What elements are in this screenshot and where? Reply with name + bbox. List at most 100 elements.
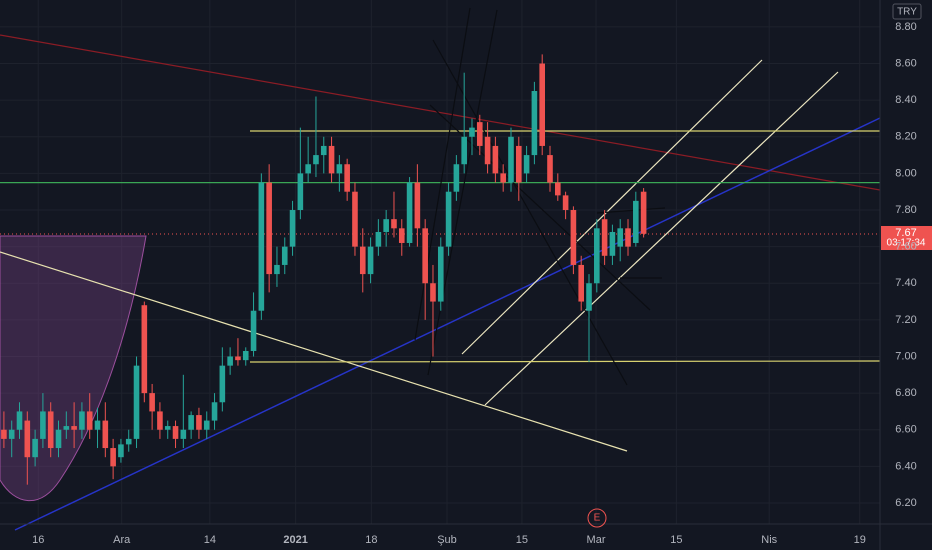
x-tick-label: Nis xyxy=(761,534,777,546)
y-tick-label: 8.80 xyxy=(895,21,916,33)
y-tick-label: 8.00 xyxy=(895,167,916,179)
x-tick-label: 16 xyxy=(32,534,44,546)
candle-body xyxy=(266,182,272,275)
candle-body xyxy=(16,411,23,430)
fan-line xyxy=(432,39,628,386)
candle-body xyxy=(118,444,124,458)
y-tick-label: 8.20 xyxy=(895,131,916,143)
candle-body xyxy=(570,210,577,265)
x-tick-label: 19 xyxy=(854,534,866,546)
candle-body xyxy=(500,173,506,183)
y-tick-label: 7.60 xyxy=(895,241,916,253)
candle-body xyxy=(55,429,62,449)
candle-body xyxy=(375,231,382,247)
candle-body xyxy=(258,182,265,311)
price-badge xyxy=(881,226,932,250)
candle-body xyxy=(492,145,499,174)
candles xyxy=(1,54,647,485)
candle-body xyxy=(359,246,366,275)
y-tick-label: 7.80 xyxy=(895,204,916,216)
candle-body xyxy=(94,420,101,430)
candle-body xyxy=(437,246,444,302)
candle-body xyxy=(24,420,31,458)
currency: TRY xyxy=(897,7,917,18)
candle-body xyxy=(508,136,514,183)
candle-body xyxy=(235,356,241,361)
candle-body xyxy=(281,246,288,265)
candle-body xyxy=(383,219,389,232)
candle-body xyxy=(313,155,319,165)
candle-body xyxy=(609,231,616,256)
candle-body xyxy=(71,426,77,430)
candle-body xyxy=(203,420,210,430)
candle-body xyxy=(430,283,436,302)
candle-body xyxy=(445,191,452,247)
candle-body xyxy=(391,219,397,229)
y-tick-label: 7.20 xyxy=(895,314,916,326)
candle-body xyxy=(79,411,85,430)
x-tick-label: Şub xyxy=(437,534,457,546)
candle-body xyxy=(484,136,491,165)
candle-body xyxy=(414,182,421,229)
candle-body xyxy=(515,145,522,183)
candle-body xyxy=(640,191,647,234)
y-tick-label: 7.40 xyxy=(895,277,916,289)
candle-body xyxy=(586,283,592,311)
x-tick-label: 18 xyxy=(365,534,377,546)
fan-line xyxy=(427,9,498,376)
candle-body xyxy=(149,393,155,412)
currency-badge[interactable] xyxy=(892,3,922,20)
candle-body xyxy=(157,411,163,430)
candle-body xyxy=(8,429,15,439)
trend-line xyxy=(0,34,881,191)
y-tick-label: 6.80 xyxy=(895,387,916,399)
candle-body xyxy=(297,173,304,211)
candle-body xyxy=(601,219,608,256)
candle-body xyxy=(63,426,70,430)
candle-body xyxy=(86,411,93,430)
candle-body xyxy=(555,182,561,196)
candle-body xyxy=(328,145,335,174)
candle-body xyxy=(219,365,226,403)
trend-line xyxy=(14,117,881,531)
last-price: 7.67 xyxy=(895,227,916,239)
candle-body xyxy=(406,182,413,243)
x-tick-label: Ara xyxy=(113,534,131,546)
candle-body xyxy=(242,351,249,361)
candle-body xyxy=(617,228,624,247)
x-tick-label: Mar xyxy=(587,534,606,546)
candle-body xyxy=(32,438,38,458)
countdown: 03:17:34 xyxy=(887,238,926,249)
cup-pattern xyxy=(0,235,147,502)
candle-body xyxy=(305,164,311,174)
candle-body xyxy=(125,438,132,445)
candle-body xyxy=(453,164,460,192)
fan-line xyxy=(596,207,666,214)
candle-body xyxy=(47,411,54,449)
candle-body xyxy=(562,195,569,211)
candle-body xyxy=(289,210,296,247)
level-line xyxy=(249,360,881,363)
candle-body xyxy=(196,415,202,430)
candle-body xyxy=(110,448,116,467)
y-tick-label: 6.60 xyxy=(895,424,916,436)
candle-body xyxy=(188,415,194,430)
candle-body xyxy=(539,63,545,146)
y-tick-label: 6.20 xyxy=(895,497,916,509)
candle-body xyxy=(320,145,327,156)
candle-body xyxy=(172,426,179,439)
candle-body xyxy=(625,228,631,247)
candle-body xyxy=(352,191,358,247)
y-tick-label: 8.40 xyxy=(895,94,916,106)
candle-body xyxy=(1,429,7,439)
event-marker[interactable] xyxy=(587,508,607,528)
candle-body xyxy=(476,122,483,146)
candle-body xyxy=(594,228,600,284)
candle-body xyxy=(461,136,467,165)
y-tick-label: 8.60 xyxy=(895,57,916,69)
candle-body xyxy=(344,164,350,192)
candle-body xyxy=(633,200,639,243)
candle-body xyxy=(180,429,187,439)
event-label: E xyxy=(594,513,601,524)
